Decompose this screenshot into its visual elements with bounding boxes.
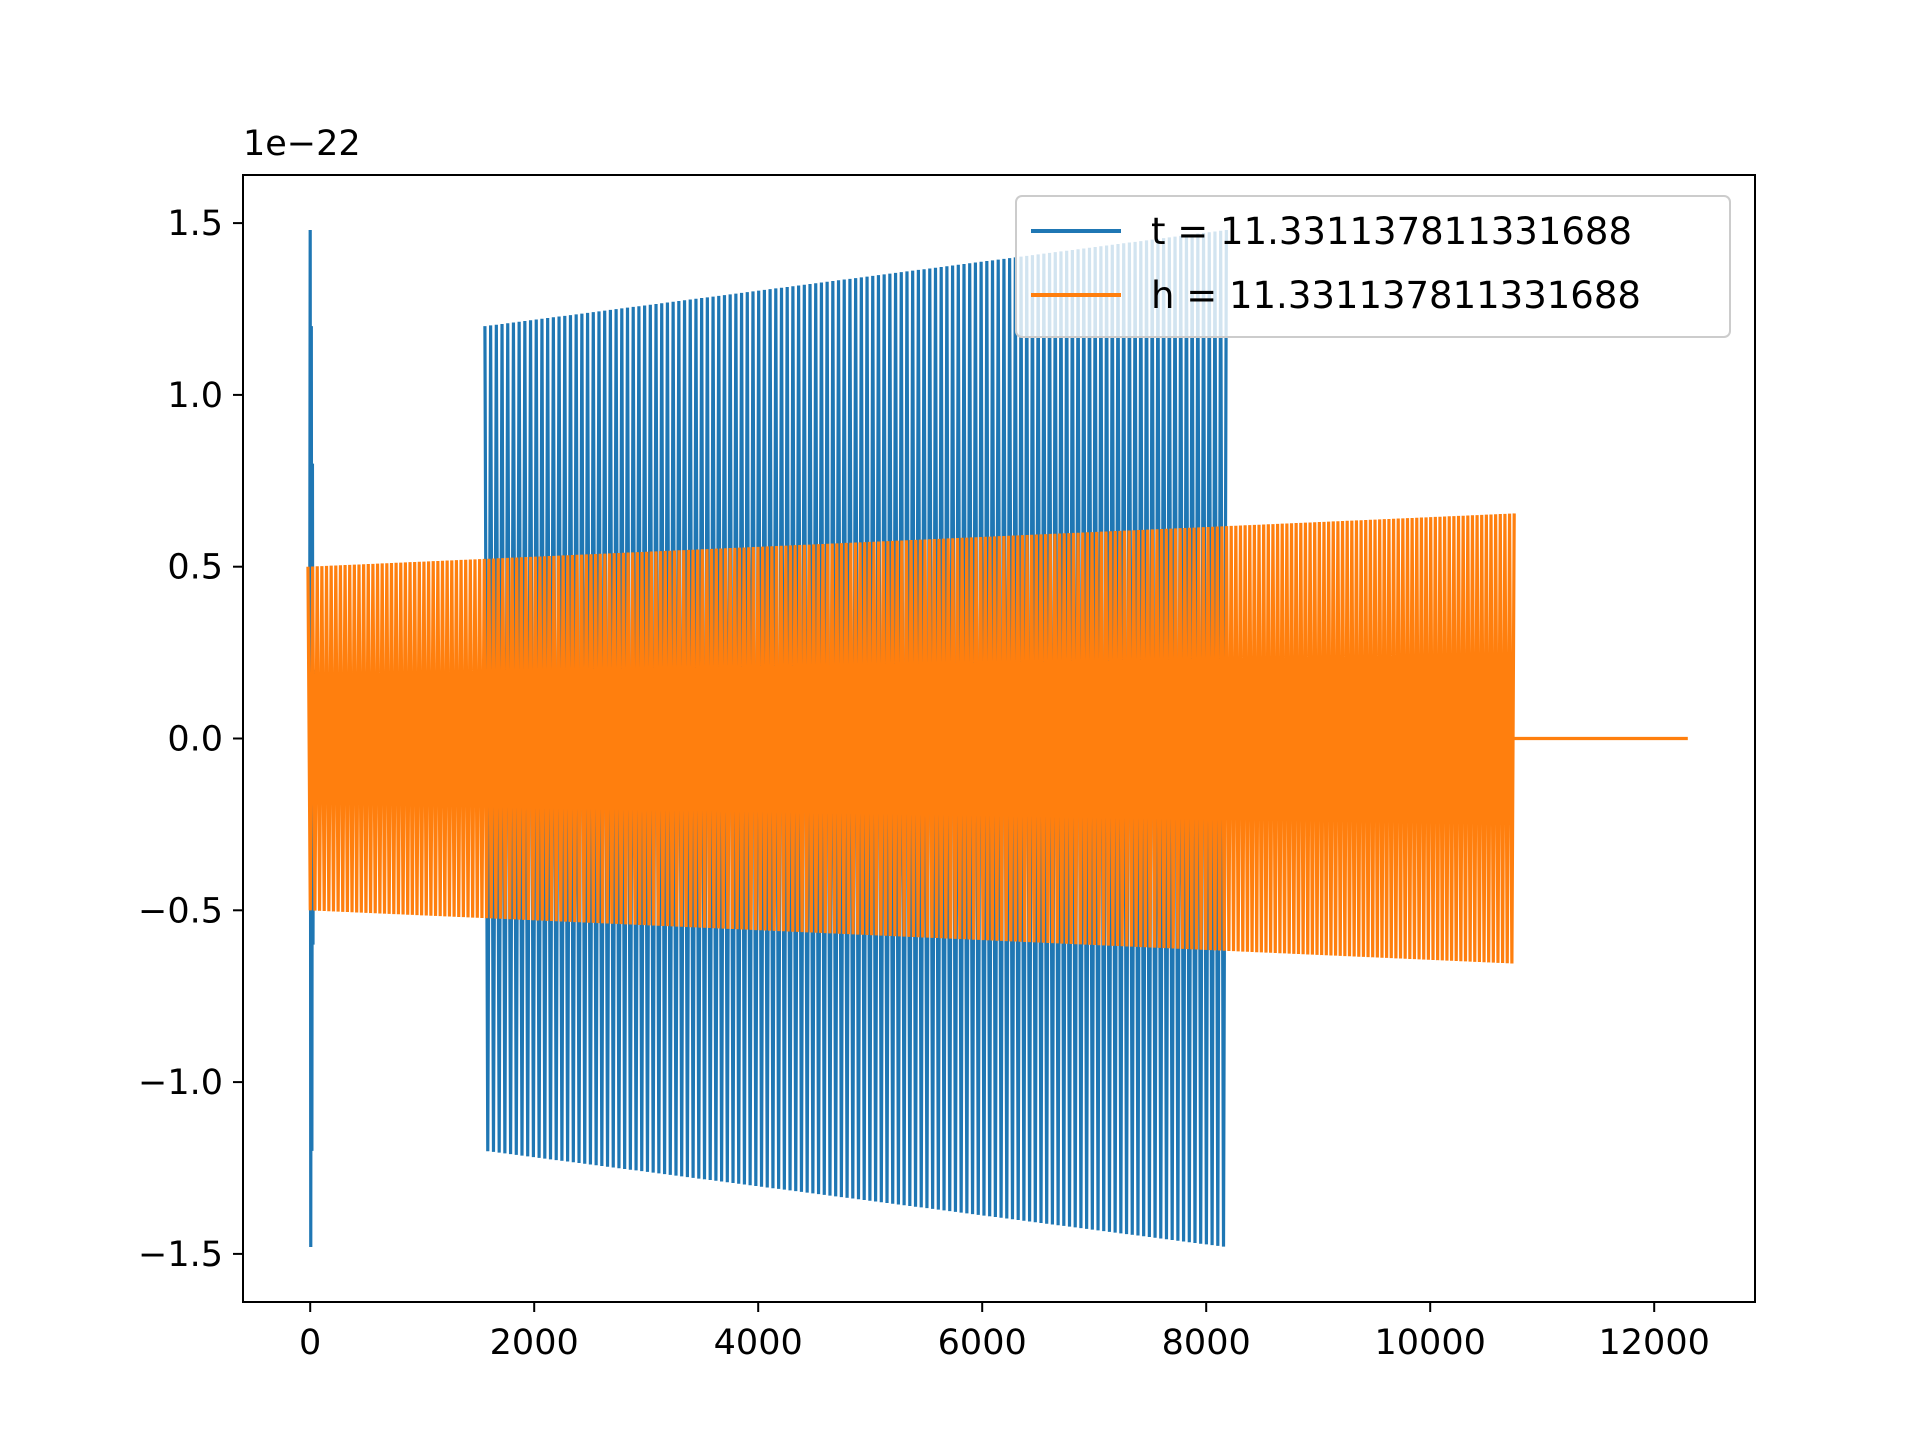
legend-box — [1015, 195, 1731, 338]
y-tick-label: −1.5 — [138, 1235, 223, 1275]
plot-layer — [306, 229, 1688, 1248]
legend-label-1: t = 11.331137811331688 — [1151, 210, 1632, 253]
legend: t = 11.331137811331688 h = 11.33113781133… — [1015, 195, 1731, 338]
legend-label-2: h = 11.331137811331688 — [1151, 274, 1641, 317]
x-tick-label: 0 — [299, 1323, 321, 1363]
y-tick-label: 1.5 — [167, 204, 223, 244]
y-axis-offset-label: 1e−22 — [243, 124, 361, 164]
y-tick-label: −0.5 — [138, 891, 223, 931]
x-tick-label: 12000 — [1599, 1323, 1710, 1363]
y-tick-label: 0.0 — [167, 720, 223, 760]
series-line-2 — [306, 513, 1688, 964]
x-tick-label: 2000 — [490, 1323, 579, 1363]
x-tick-label: 8000 — [1162, 1323, 1251, 1363]
y-tick-label: −1.0 — [138, 1063, 223, 1103]
y-axis-ticks: −1.5 −1.0 −0.5 0.0 0.5 1.0 1.5 — [138, 204, 243, 1275]
y-tick-label: 1.0 — [167, 376, 223, 416]
x-tick-label: 4000 — [714, 1323, 803, 1363]
x-tick-label: 6000 — [938, 1323, 1027, 1363]
x-tick-label: 10000 — [1375, 1323, 1486, 1363]
x-axis-ticks: 0 2000 4000 6000 8000 10000 12000 — [299, 1302, 1710, 1363]
y-tick-label: 0.5 — [167, 548, 223, 588]
